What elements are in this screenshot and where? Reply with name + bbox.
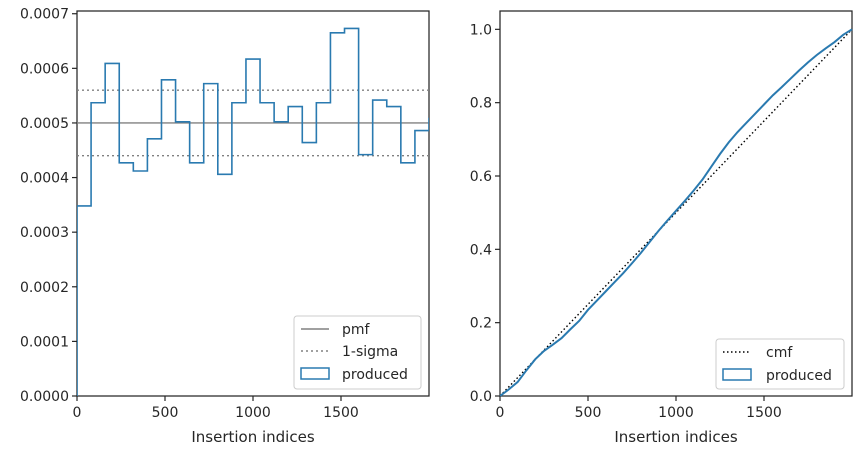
y-tick-label: 0.0 bbox=[470, 389, 492, 405]
y-tick-label: 0.0000 bbox=[20, 389, 69, 405]
cmf-line bbox=[499, 28, 853, 397]
left-x-axis-label: Insertion indices bbox=[191, 428, 314, 446]
y-tick-label: 0.2 bbox=[470, 316, 492, 332]
left-x-ticks: 0 500 1000 1500 bbox=[73, 396, 359, 421]
left-y-ticks: 0.0000 0.0001 0.0002 0.0003 0.0004 0.0005 0.00… bbox=[20, 7, 77, 405]
y-tick-label: 0.4 bbox=[470, 242, 492, 258]
x-tick-label: 1000 bbox=[658, 405, 694, 421]
right-x-ticks: 0 500 1000 1500 bbox=[496, 396, 782, 421]
legend-produced-label: produced bbox=[766, 368, 832, 384]
legend-produced-swatch bbox=[722, 368, 752, 381]
y-tick-label: 0.0002 bbox=[20, 280, 69, 296]
x-tick-label: 0 bbox=[73, 405, 82, 421]
y-tick-label: 0.0007 bbox=[20, 7, 69, 23]
left-legend: pmf 1-sigma produced bbox=[293, 315, 422, 390]
right-legend: cmf produced bbox=[715, 338, 845, 390]
cmf-cumulative-panel: 0.0 0.2 0.4 0.6 0.8 1.0 0 500 1000 1500 Insertio… bbox=[470, 10, 853, 446]
y-tick-label: 0.0004 bbox=[20, 171, 69, 187]
x-tick-label: 500 bbox=[575, 405, 602, 421]
x-tick-label: 500 bbox=[152, 405, 179, 421]
y-tick-label: 0.8 bbox=[470, 96, 492, 112]
legend-sigma-label: 1-sigma bbox=[342, 344, 398, 360]
y-tick-label: 0.6 bbox=[470, 169, 492, 185]
right-y-ticks: 0.0 0.2 0.4 0.6 0.8 1.0 bbox=[470, 22, 500, 405]
x-tick-label: 1500 bbox=[323, 405, 359, 421]
y-tick-label: 1.0 bbox=[470, 22, 492, 38]
right-plot-area bbox=[499, 28, 853, 397]
x-tick-label: 0 bbox=[496, 405, 505, 421]
left-legend-box bbox=[293, 315, 422, 390]
legend-produced-label: produced bbox=[342, 367, 408, 383]
y-tick-label: 0.0005 bbox=[20, 116, 69, 132]
produced-histogram bbox=[77, 27, 429, 396]
right-axes-frame bbox=[499, 10, 853, 397]
x-tick-label: 1000 bbox=[235, 405, 271, 421]
y-tick-label: 0.0001 bbox=[20, 334, 69, 350]
y-tick-label: 0.0006 bbox=[20, 61, 69, 77]
pmf-histogram-panel: 0.0000 0.0001 0.0002 0.0003 0.0004 0.0005 0.00… bbox=[20, 7, 430, 446]
y-tick-label: 0.0003 bbox=[20, 225, 69, 241]
left-plot-area bbox=[77, 27, 429, 396]
produced-cumulative-line bbox=[499, 28, 853, 397]
x-tick-label: 1500 bbox=[746, 405, 782, 421]
right-x-axis-label: Insertion indices bbox=[614, 428, 737, 446]
legend-cmf-label: cmf bbox=[766, 345, 793, 361]
legend-produced-swatch bbox=[300, 367, 330, 380]
legend-pmf-label: pmf bbox=[342, 322, 371, 338]
